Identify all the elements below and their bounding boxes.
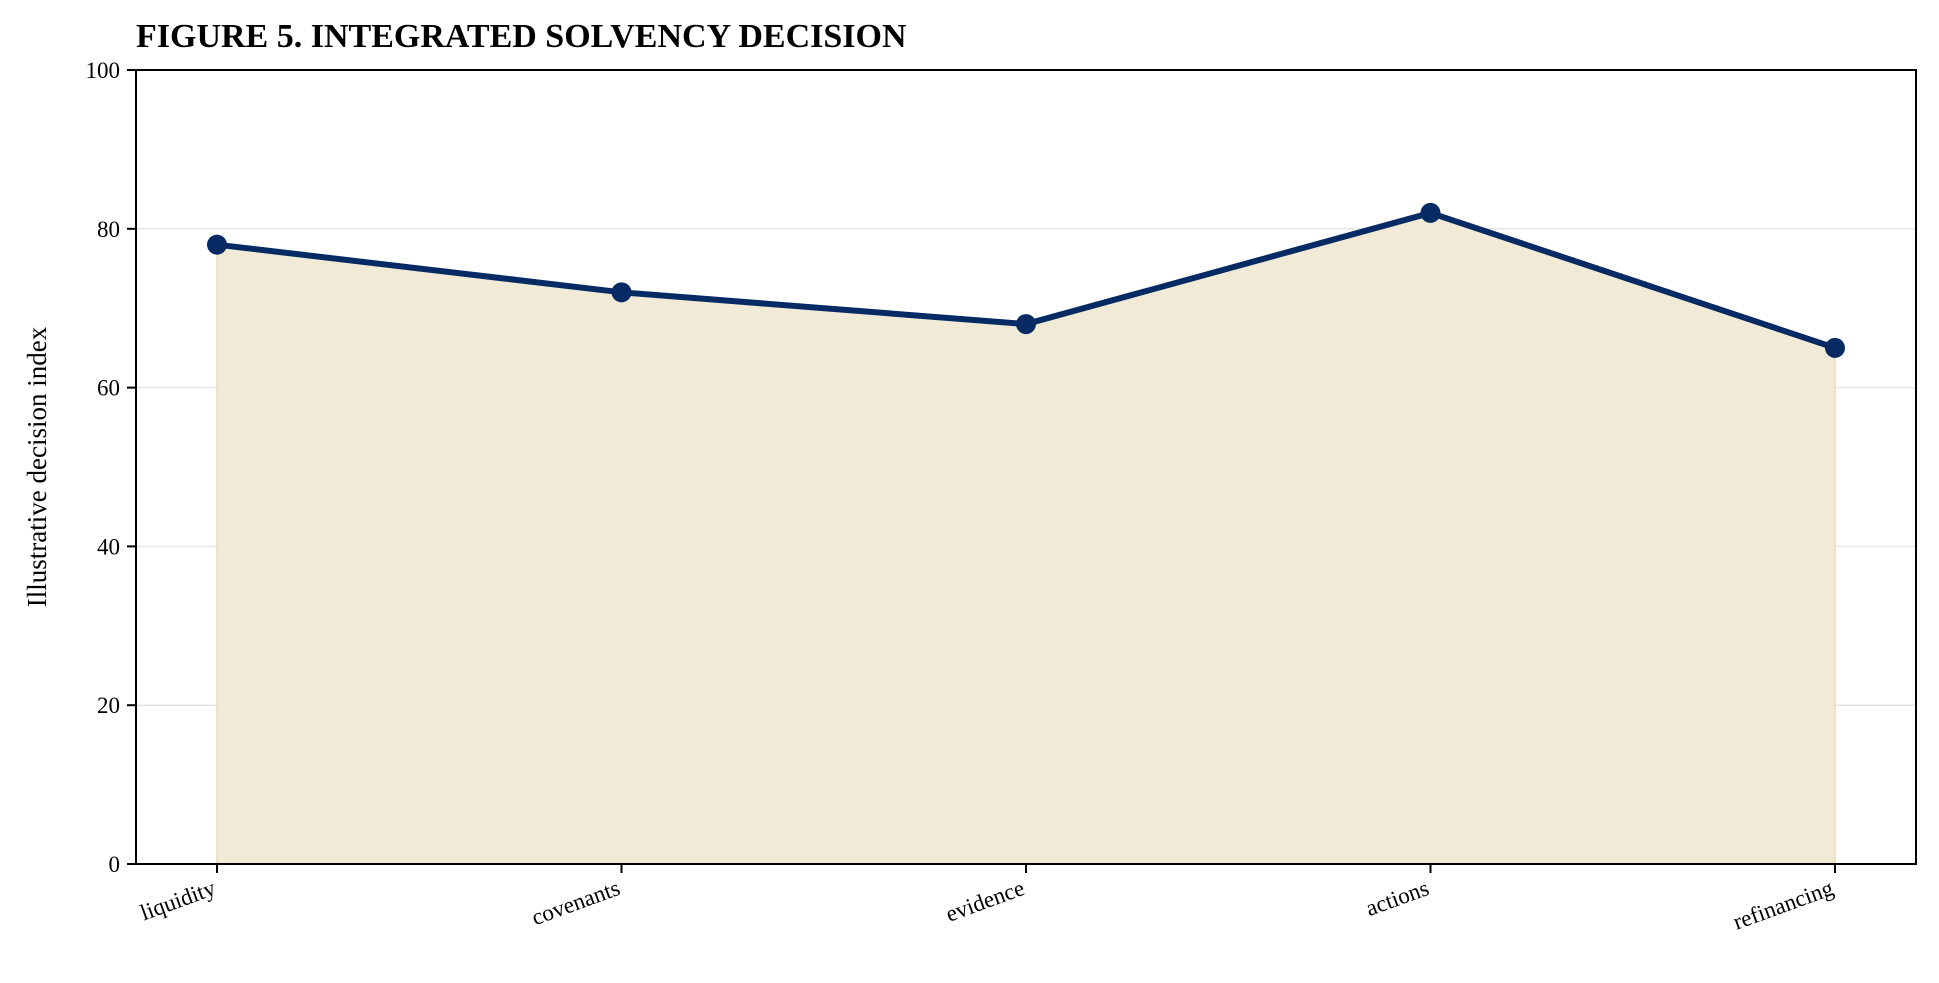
y-tick-label: 40 xyxy=(97,534,120,559)
x-tick-label-actions: actions xyxy=(1362,875,1432,921)
points-layer xyxy=(207,202,1845,358)
y-tick-label: 80 xyxy=(97,217,120,242)
data-point-liquidity xyxy=(207,234,227,255)
x-tick-label-covenants: covenants xyxy=(528,875,623,930)
y-tick-label: 60 xyxy=(97,376,120,401)
area-layer xyxy=(216,212,1836,865)
x-tick-label-evidence: evidence xyxy=(942,875,1027,926)
data-point-actions xyxy=(1420,202,1441,223)
y-tick-label: 0 xyxy=(109,852,121,877)
data-point-evidence xyxy=(1016,314,1036,335)
y-tick-label: 20 xyxy=(97,693,120,718)
data-point-covenants xyxy=(611,282,632,303)
y-axis-label: Illustrative decision index xyxy=(22,326,52,607)
data-point-refinancing xyxy=(1825,337,1845,358)
x-tick-label-liquidity: liquidity xyxy=(137,875,219,925)
chart-title: FIGURE 5. INTEGRATED SOLVENCY DECISION xyxy=(136,18,907,55)
y-axis: 0 20 40 60 80 100 xyxy=(86,58,136,877)
y-tick-label: 100 xyxy=(86,58,121,83)
series-area xyxy=(216,212,1836,865)
x-tick-label-refinancing: refinancing xyxy=(1730,875,1837,934)
x-axis: liquidity covenants evidence actions refinan… xyxy=(137,864,1837,935)
